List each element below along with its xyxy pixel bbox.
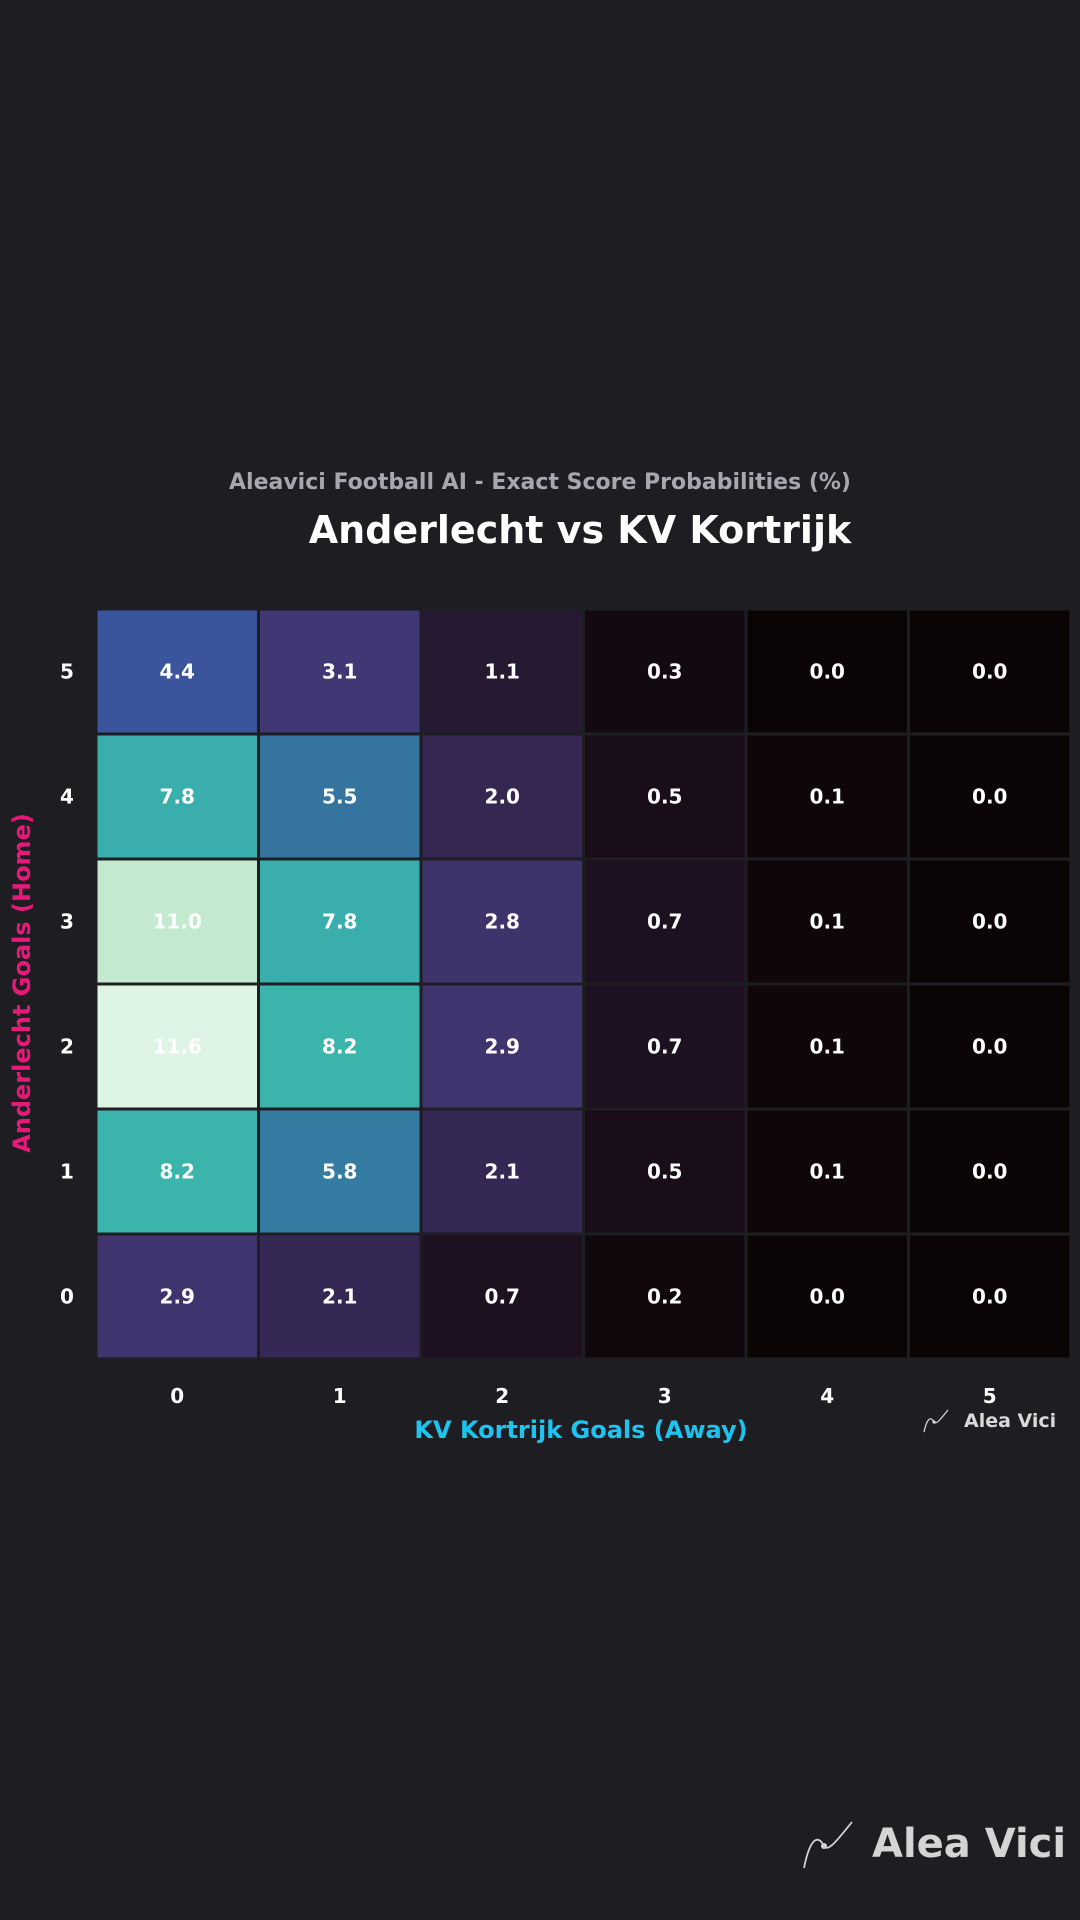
heatmap-cell-label: 0.7 (647, 1035, 682, 1059)
x-tick-label: 2 (495, 1384, 509, 1408)
brand-name-small: Alea Vici (964, 1410, 1057, 1432)
heatmap-cell-label: 2.1 (485, 1160, 520, 1184)
y-tick-label: 2 (60, 1035, 74, 1059)
heatmap-cell (907, 732, 1073, 861)
y-tick-label: 1 (60, 1160, 74, 1184)
alea-vici-logo-icon (922, 1408, 950, 1434)
heatmap-cell (419, 982, 585, 1111)
x-tick-label: 5 (983, 1384, 997, 1408)
alea-vici-logo-icon (800, 1818, 856, 1870)
heatmap-cell-label: 2.8 (485, 910, 520, 934)
x-tick-label: 1 (333, 1384, 347, 1408)
heatmap-cell-label: 2.9 (485, 1035, 520, 1059)
heatmap-cell-label: 0.7 (485, 1285, 520, 1309)
y-axis-label: Anderlecht Goals (Home) (8, 813, 36, 1153)
x-axis-label: KV Kortrijk Goals (Away) (414, 1416, 748, 1444)
heatmap-cell (94, 1232, 260, 1361)
heatmap-cell-label: 5.5 (322, 785, 357, 809)
x-tick-label: 3 (658, 1384, 672, 1408)
heatmap-cell-label: 0.0 (810, 660, 845, 684)
y-tick-label: 0 (60, 1285, 74, 1309)
heatmap-cell (257, 1107, 423, 1236)
heatmap-cell-label: 0.3 (647, 660, 682, 684)
heatmap-cell-label: 0.7 (647, 910, 682, 934)
heatmap-cell (257, 1232, 423, 1361)
heatmap-cell-label: 3.1 (322, 660, 357, 684)
heatmap-cell-label: 2.0 (485, 785, 520, 809)
heatmap-cell-label: 11.0 (153, 910, 202, 934)
heatmap-chart: 4.4 3.1 1.1 0.3 0.0 0.0 7.8 5.5 2.0 0.5 0.1 0.0 11.0… (60, 607, 1073, 1408)
y-tick-label: 4 (60, 785, 74, 809)
heatmap-cell (907, 1232, 1073, 1361)
brand-name-large: Alea Vici (872, 1821, 1067, 1867)
heatmap-cell-label: 0.5 (647, 785, 682, 809)
heatmap-cell (744, 857, 910, 986)
heatmap-cell (744, 607, 910, 736)
heatmap-cell-label: 0.0 (972, 785, 1007, 809)
heatmap-cell-label: 0.0 (810, 1285, 845, 1309)
heatmap-cell (257, 732, 423, 861)
heatmap-cell-label: 0.2 (647, 1285, 682, 1309)
heatmap-cell (582, 732, 748, 861)
heatmap-cell-label: 0.5 (647, 1160, 682, 1184)
heatmap-cell-label: 0.1 (810, 910, 845, 934)
heatmap-cell (907, 857, 1073, 986)
heatmap-cell (744, 1232, 910, 1361)
heatmap-cell-label: 2.1 (322, 1285, 357, 1309)
brand-watermark-small: Alea Vici (922, 1408, 1056, 1434)
brand-watermark-large: Alea Vici (800, 1818, 1066, 1870)
chart-title-wrap: Anderlecht vs KV Kortrijk (0, 508, 1080, 552)
heatmap-cell (94, 732, 260, 861)
heatmap-cell-label: 0.0 (972, 1285, 1007, 1309)
heatmap-cell-label: 0.0 (972, 660, 1007, 684)
heatmap-cell-label: 7.8 (160, 785, 195, 809)
heatmap-cell-label: 7.8 (322, 910, 357, 934)
heatmap-cell-label: 4.4 (160, 660, 195, 684)
x-tick-label: 0 (170, 1384, 184, 1408)
heatmap-cell-label: 11.6 (153, 1035, 202, 1059)
heatmap-cell-label: 1.1 (485, 660, 520, 684)
heatmap-cell (94, 857, 260, 986)
chart-title: Anderlecht vs KV Kortrijk (308, 508, 852, 552)
heatmap-cell (419, 1232, 585, 1361)
x-tick-label: 4 (820, 1384, 834, 1408)
chart-subtitle: Aleavici Football AI - Exact Score Proba… (229, 470, 851, 495)
heatmap-cell (907, 982, 1073, 1111)
heatmap-cell (744, 982, 910, 1111)
heatmap-cell-label: 0.0 (972, 910, 1007, 934)
heatmap-cell-label: 0.1 (810, 1035, 845, 1059)
heatmap-cell-label: 8.2 (160, 1160, 195, 1184)
heatmap-cell-label: 0.1 (810, 785, 845, 809)
heatmap-cell (582, 607, 748, 736)
heatmap-cell-label: 0.0 (972, 1035, 1007, 1059)
heatmap-cell (907, 607, 1073, 736)
heatmap-cell-label: 8.2 (322, 1035, 357, 1059)
heatmap-cell (744, 732, 910, 861)
heatmap-cell (257, 857, 423, 986)
heatmap-cell-label: 0.0 (972, 1160, 1007, 1184)
y-tick-label: 5 (60, 660, 74, 684)
y-tick-label: 3 (60, 910, 74, 934)
heatmap-cell (582, 1107, 748, 1236)
heatmap-cell (907, 1107, 1073, 1236)
heatmap-cell-label: 2.9 (160, 1285, 195, 1309)
heatmap-cell-label: 5.8 (322, 1160, 357, 1184)
heatmap-cell (419, 1107, 585, 1236)
heatmap-cell-label: 0.1 (810, 1160, 845, 1184)
